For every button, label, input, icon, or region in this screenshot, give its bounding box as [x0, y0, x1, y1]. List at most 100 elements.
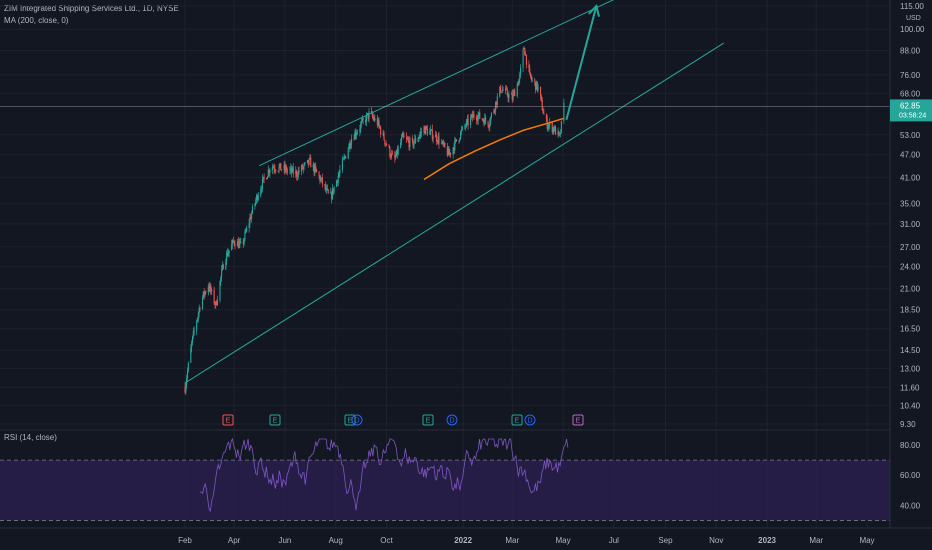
candle-body [373, 118, 375, 121]
candle-body [314, 165, 316, 173]
candle-body [557, 131, 559, 135]
channel-upper-line[interactable] [258, 0, 630, 167]
candle-body [418, 136, 420, 139]
candle-body [324, 184, 326, 186]
price-tick: 16.50 [900, 325, 921, 334]
price-tick: 35.00 [900, 200, 921, 209]
candle-body [536, 81, 538, 91]
candle-body [214, 303, 216, 305]
candle-body [420, 131, 422, 135]
price-tick: 100.00 [900, 25, 925, 34]
candle-body [511, 94, 513, 100]
candle-body [419, 134, 421, 137]
candle-body [326, 188, 328, 190]
candle-body [500, 91, 502, 93]
rsi-pane: 80.00 60.00 40.00 [0, 429, 921, 521]
candle-body [530, 72, 532, 78]
candle-body [493, 109, 495, 114]
candle-body [411, 138, 413, 141]
candle-body [560, 120, 562, 133]
candle-body [261, 189, 263, 190]
candle-body [560, 132, 562, 135]
candle-body [256, 195, 258, 201]
event-letter: E [515, 418, 520, 425]
candle-body [437, 136, 439, 143]
price-tick: 24.00 [900, 262, 921, 271]
rsi-indicator-label: RSI (14, close) [4, 433, 57, 442]
candle-body [330, 192, 332, 194]
candle-body [547, 126, 549, 129]
price-tick: 21.00 [900, 285, 921, 294]
candle-body [465, 126, 467, 127]
time-tick: Nov [709, 536, 723, 545]
candle-body [552, 127, 554, 132]
candle-body [449, 152, 451, 155]
candle-body [442, 141, 444, 145]
candle-body [430, 129, 433, 131]
candle-body [345, 156, 347, 159]
candle-body [291, 167, 293, 173]
candle-body [243, 239, 245, 244]
candle-body [425, 126, 428, 129]
price-tick: 31.00 [900, 220, 921, 229]
candle-body [384, 140, 386, 144]
candle-body [199, 307, 201, 310]
candle-body [525, 54, 527, 65]
candle-body [496, 96, 498, 105]
earnings-marker [344, 414, 356, 426]
channel-lower-line[interactable] [184, 42, 725, 384]
candle-body [256, 195, 258, 201]
candle-body [249, 217, 251, 224]
candle-body [540, 96, 542, 101]
arrow-shaft [565, 5, 598, 121]
candle-body [431, 129, 433, 140]
candle-body [226, 252, 229, 256]
projection-arrow[interactable] [565, 3, 600, 121]
candle-body [296, 170, 298, 177]
time-tick: May [555, 536, 570, 545]
rsi-tick: 60.00 [900, 471, 921, 480]
candle-body [452, 147, 454, 155]
candle-body [525, 54, 527, 56]
candle-body [333, 186, 335, 193]
candle-body [472, 114, 474, 118]
candle-body [350, 138, 353, 145]
time-tick: Sep [658, 536, 673, 545]
candle-body [244, 231, 246, 240]
candle-body [307, 159, 309, 165]
candle-body [260, 189, 262, 196]
candle-body [391, 153, 393, 155]
candle-body [516, 83, 518, 97]
candle-body [545, 114, 547, 120]
candle-body [506, 89, 508, 96]
candle-body [370, 111, 373, 114]
candle-body [458, 140, 460, 142]
candle-body [475, 117, 478, 120]
candle-body [429, 131, 431, 135]
candle-body [490, 117, 492, 124]
price-tick: 41.00 [900, 173, 921, 182]
candle-body [534, 79, 536, 82]
candle-body [284, 165, 286, 171]
dividend-marker [524, 414, 536, 426]
candle-body [186, 370, 189, 379]
candle-body [196, 317, 199, 322]
candle-body [280, 163, 282, 171]
candle-body [555, 126, 557, 135]
candle-body [342, 158, 344, 160]
ma-indicator-label: MA (200, close, 0) [4, 16, 69, 25]
candle-body [460, 129, 463, 132]
candle-body [318, 172, 320, 177]
price-tick: 27.00 [900, 243, 921, 252]
candle-body [228, 250, 230, 254]
candle-body [326, 188, 328, 191]
price-tick: 18.50 [900, 306, 921, 315]
candle-body [476, 119, 478, 121]
time-tick: Oct [380, 536, 393, 545]
candle-body [479, 112, 481, 119]
candle-body [220, 276, 222, 282]
time-tick: Jul [609, 536, 619, 545]
candle-body [505, 88, 507, 90]
candle-body [231, 240, 234, 245]
